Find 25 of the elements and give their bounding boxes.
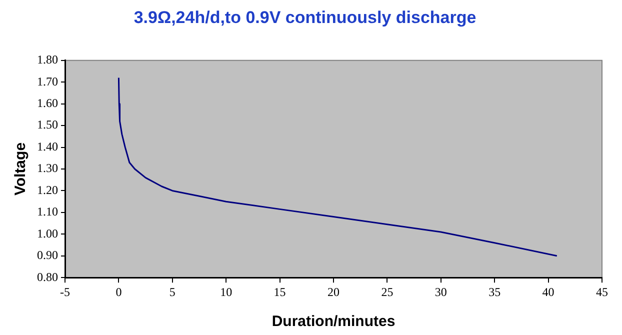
y-tick-label: 1.60 bbox=[37, 96, 58, 110]
x-tick-label: 15 bbox=[274, 284, 286, 299]
x-tick-label: -5 bbox=[60, 284, 70, 299]
x-tick-label: 25 bbox=[381, 284, 394, 299]
x-tick-label: 10 bbox=[220, 284, 232, 299]
y-tick-label: 0.90 bbox=[37, 248, 58, 262]
x-tick-label: 5 bbox=[169, 284, 176, 299]
y-tick-label: 1.80 bbox=[37, 52, 58, 67]
x-axis-title: Duration/minutes bbox=[272, 313, 396, 330]
y-tick-label: 1.40 bbox=[37, 139, 58, 154]
x-tick-label: 35 bbox=[488, 284, 501, 299]
y-tick-label: 1.30 bbox=[37, 161, 58, 176]
y-axis-title: Voltage bbox=[12, 142, 30, 196]
x-tick-label: 40 bbox=[542, 284, 554, 299]
x-tick-label: 45 bbox=[596, 284, 608, 299]
x-tick-label: 20 bbox=[328, 284, 340, 299]
y-tick-label: 1.70 bbox=[37, 74, 58, 88]
y-tick-label: 1.10 bbox=[37, 204, 58, 219]
y-tick-label: 1.20 bbox=[37, 182, 58, 197]
y-tick-label: 1.50 bbox=[37, 118, 58, 132]
y-tick-label: 0.80 bbox=[37, 270, 58, 284]
x-tick-label: 30 bbox=[434, 284, 447, 299]
x-tick-label: 0 bbox=[116, 284, 122, 299]
y-tick-label: 1.00 bbox=[37, 226, 58, 240]
chart-title: 3.9Ω,24h/d,to 0.9V continuously discharge bbox=[134, 8, 476, 27]
